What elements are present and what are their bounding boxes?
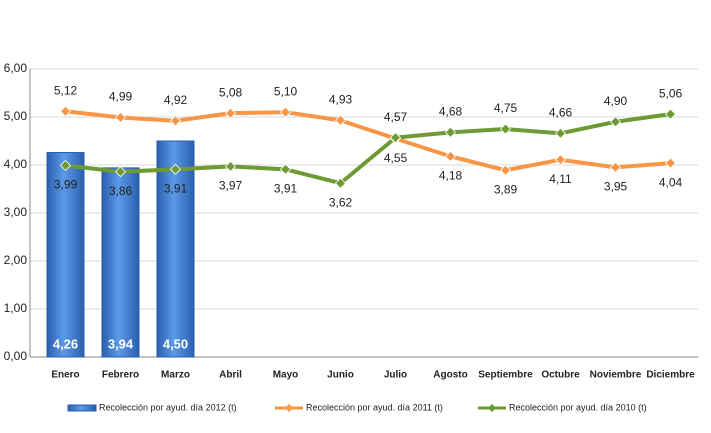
marker	[664, 157, 677, 169]
data-label: 3,95	[604, 180, 628, 194]
legend-label: Recolección por ayud. día 2012 (t)	[99, 402, 237, 412]
marker	[499, 164, 512, 176]
y-tick-label: 0,00	[4, 349, 28, 363]
x-tick-label: Abril	[219, 370, 242, 381]
y-tick-label: 1,00	[4, 301, 28, 315]
data-label: 3,86	[109, 184, 133, 198]
marker	[59, 159, 72, 172]
x-tick-label: Enero	[51, 370, 79, 381]
bar-label: 4,50	[163, 336, 188, 351]
data-label: 5,12	[54, 83, 78, 97]
marker	[334, 114, 347, 126]
data-label: 4,92	[164, 93, 188, 107]
data-label: 4,68	[439, 105, 463, 119]
marker	[609, 161, 622, 173]
data-label: 4,66	[549, 105, 573, 119]
data-label: 4,75	[494, 101, 518, 115]
bar-label: 4,26	[53, 336, 78, 351]
marker	[224, 160, 237, 173]
legend-swatch	[67, 404, 97, 412]
marker	[169, 163, 182, 175]
marker	[224, 107, 237, 119]
y-tick-label: 3,00	[4, 205, 28, 219]
legend-marker	[285, 404, 293, 412]
x-tick-label: Marzo	[161, 370, 190, 381]
marker	[499, 123, 512, 135]
data-label: 5,06	[659, 86, 683, 100]
bar	[46, 152, 85, 358]
y-tick-label: 4,00	[4, 157, 28, 171]
x-tick-label: Diciembre	[646, 370, 695, 381]
data-label: 3,97	[219, 179, 243, 193]
y-tick-label: 5,00	[4, 109, 28, 123]
data-label: 4,04	[659, 175, 683, 189]
marker	[554, 154, 567, 166]
data-label: 3,99	[54, 178, 78, 192]
bar	[156, 140, 195, 358]
x-tick-label: Julio	[384, 370, 407, 381]
marker	[609, 116, 622, 128]
data-label: 4,57	[384, 110, 408, 124]
x-tick-label: Junio	[327, 370, 354, 381]
y-tick-label: 6,00	[4, 61, 28, 75]
x-tick-label: Octubre	[541, 370, 580, 381]
x-tick-label: Agosto	[433, 370, 467, 381]
marker	[334, 177, 347, 189]
x-tick-label: Noviembre	[590, 370, 642, 381]
x-tick-label: Septiembre	[478, 370, 533, 381]
legend-label: Recolección por ayud. día 2011 (t)	[306, 402, 443, 412]
marker	[664, 108, 677, 120]
legend-label: Recolección por ayud. día 2010 (t)	[509, 402, 647, 412]
marker	[279, 106, 292, 118]
data-label: 4,93	[329, 93, 353, 107]
x-tick-label: Mayo	[273, 370, 299, 381]
line	[65, 112, 671, 186]
marker	[114, 111, 127, 124]
bar	[101, 167, 140, 358]
data-label: 4,11	[549, 172, 572, 186]
marker	[279, 163, 292, 175]
data-label: 3,91	[274, 181, 298, 195]
data-label: 3,89	[494, 182, 518, 196]
legend-marker	[488, 404, 496, 412]
y-tick-label: 2,00	[4, 253, 28, 267]
x-tick-label: Febrero	[102, 370, 139, 381]
data-label: 4,55	[384, 151, 408, 165]
bar-label: 3,94	[108, 336, 134, 351]
data-label: 5,10	[274, 84, 298, 98]
marker	[444, 150, 457, 162]
data-label: 3,62	[329, 195, 353, 209]
marker	[389, 132, 402, 144]
marker	[59, 105, 72, 117]
data-label: 4,99	[109, 90, 133, 104]
marker	[169, 115, 182, 127]
marker	[554, 127, 567, 139]
data-label: 3,91	[164, 181, 188, 195]
marker	[114, 166, 127, 178]
data-label: 4,90	[604, 94, 628, 108]
data-label: 4,18	[439, 169, 463, 183]
line	[65, 109, 671, 173]
marker	[444, 126, 457, 138]
data-label: 5,08	[219, 85, 243, 99]
